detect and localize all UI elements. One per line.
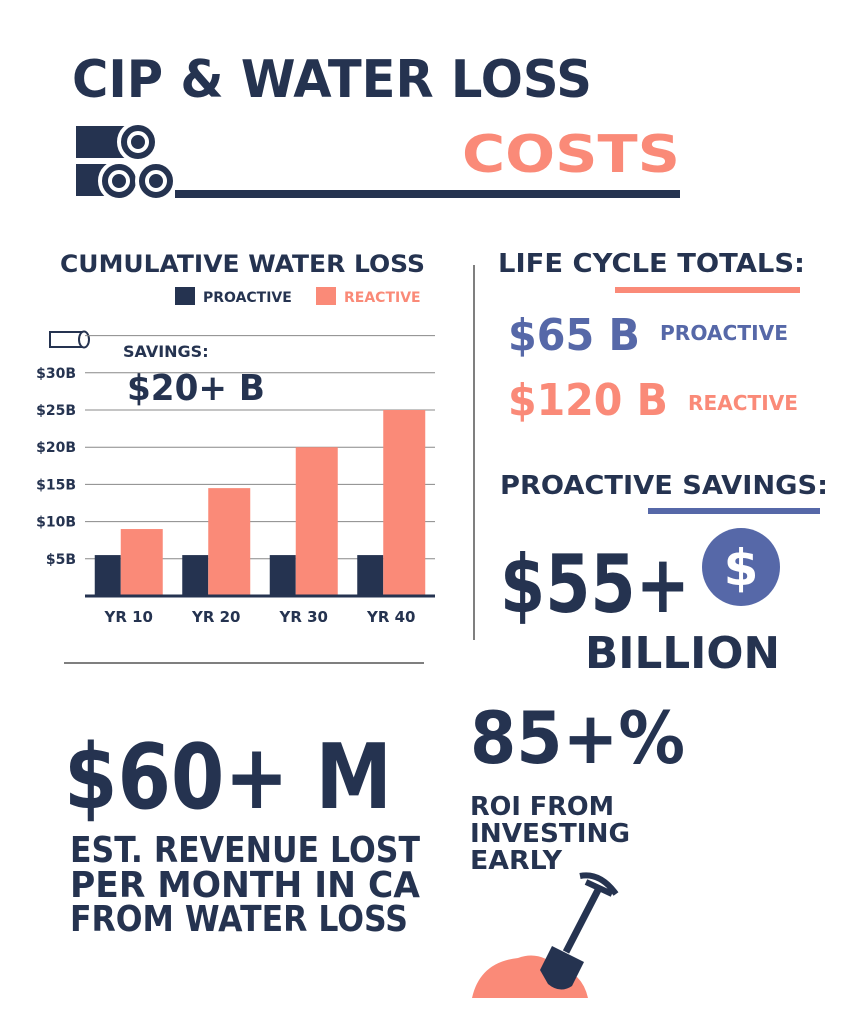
- revenue-line: FROM WATER LOSS: [70, 899, 408, 940]
- reactive-amount: $120 B: [508, 375, 668, 426]
- proactive-amount: $65 B: [508, 310, 640, 361]
- savings-amount: $55+: [500, 538, 690, 631]
- annotation-label: SAVINGS:: [123, 342, 209, 361]
- y-tick-label: $15B: [36, 477, 76, 493]
- bar: [295, 447, 338, 596]
- bar: [269, 555, 296, 596]
- x-tick-label: YR 30: [278, 608, 328, 626]
- annotation-value: $20+ B: [127, 368, 265, 409]
- legend-swatch: [316, 287, 336, 305]
- reactive-label: REACTIVE: [688, 391, 798, 415]
- y-tick-label: $5B: [46, 552, 76, 568]
- bar: [357, 555, 384, 596]
- underline: [648, 508, 820, 514]
- revenue-amount: $60+ M: [64, 725, 392, 830]
- revenue-line: EST. REVENUE LOST: [70, 830, 420, 871]
- legend-label: PROACTIVE: [203, 290, 292, 306]
- underline: [615, 287, 800, 293]
- subtitle: COSTS: [462, 125, 680, 185]
- bar: [120, 529, 163, 596]
- x-tick-label: YR 10: [103, 608, 153, 626]
- roi-line: ROI FROM: [470, 792, 614, 822]
- savings-title: PROACTIVE SAVINGS:: [500, 471, 828, 501]
- bar: [94, 555, 121, 596]
- x-tick-label: YR 20: [191, 608, 241, 626]
- proactive-label: PROACTIVE: [660, 321, 788, 345]
- life-cycle-title: LIFE CYCLE TOTALS:: [498, 249, 805, 279]
- small-pipe-icon: [49, 330, 90, 349]
- roi-line: INVESTING: [470, 819, 630, 849]
- title-underline: [175, 190, 680, 198]
- bar: [383, 410, 426, 596]
- dollar-icon-symbol: $: [724, 539, 759, 597]
- y-tick-label: $10B: [36, 515, 76, 531]
- dollar-icon: [702, 528, 780, 606]
- x-tick-label: YR 40: [366, 608, 416, 626]
- y-tick-label: $30B: [36, 366, 76, 382]
- revenue-line: PER MONTH IN CA: [70, 865, 420, 906]
- legend-label: REACTIVE: [344, 290, 421, 306]
- savings-unit: BILLION: [585, 628, 780, 679]
- roi-line: EARLY: [470, 846, 563, 876]
- bar: [182, 555, 209, 596]
- bar: [208, 488, 251, 596]
- roi-amount: 85+%: [470, 696, 685, 780]
- pipes-icon: [72, 121, 177, 202]
- shovel-icon: [472, 872, 619, 998]
- chart-title: CUMULATIVE WATER LOSS: [60, 250, 425, 278]
- y-tick-label: $20B: [36, 440, 76, 456]
- bar-chart: PROACTIVE REACTIVE $5B $10B $15B $20B $25B $30B…: [36, 287, 435, 626]
- legend-swatch: [175, 287, 195, 305]
- y-tick-label: $25B: [36, 403, 76, 419]
- title: CIP & WATER LOSS: [72, 50, 592, 110]
